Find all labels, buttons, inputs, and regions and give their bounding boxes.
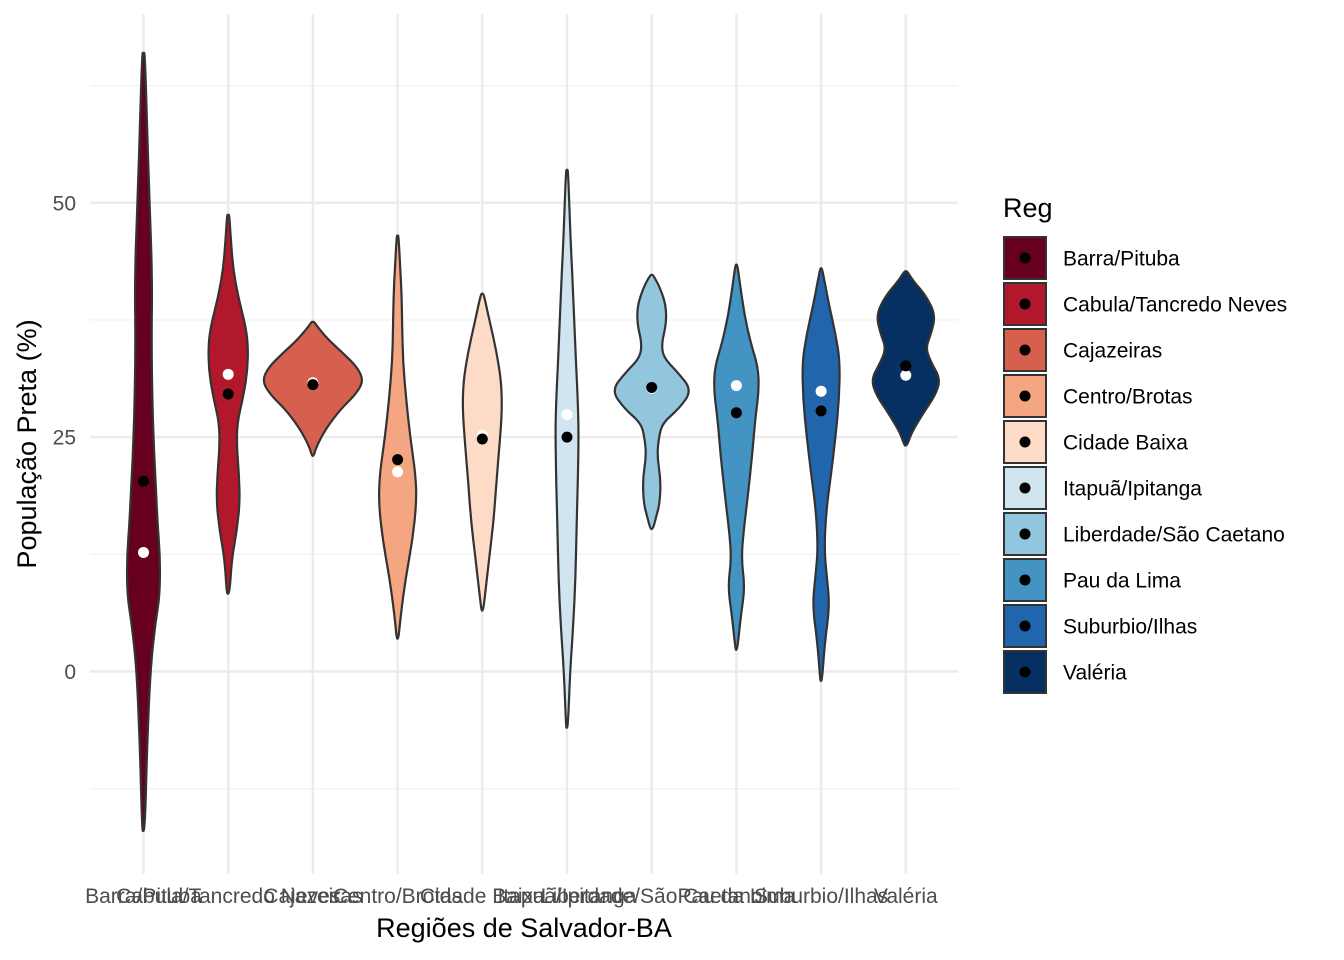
summary-points — [138, 360, 912, 558]
x-tick-label: Valéria — [874, 885, 938, 908]
legend-label: Barra/Pituba — [1063, 248, 1180, 271]
violin-7 — [613, 273, 690, 531]
median-point — [392, 454, 404, 466]
x-tick-label: Pau da Lima — [677, 885, 795, 908]
legend-label: Cabula/Tancredo Neves — [1063, 294, 1287, 317]
x-tick-label: Barra/Pituba — [85, 885, 202, 908]
legend-key-point — [1019, 666, 1031, 678]
median-point — [138, 475, 149, 487]
mean-point — [561, 409, 573, 421]
mean-point — [222, 368, 234, 380]
y-axis-title: População Preta (%) — [12, 319, 42, 568]
median-point — [646, 381, 658, 393]
median-point — [222, 388, 234, 400]
y-tick-label: 25 — [53, 427, 76, 450]
violin-9 — [801, 267, 841, 682]
x-axis-title: Regiões de Salvador-BA — [376, 913, 672, 943]
legend-title: Reg — [1003, 193, 1053, 223]
legend: Barra/Pituba Cabula/Tancredo Neves Cajazei… — [1003, 236, 1287, 694]
legend-key-point — [1019, 620, 1031, 632]
legend-label: Valéria — [1063, 662, 1127, 685]
legend-key-point — [1019, 574, 1031, 586]
violin-8 — [713, 263, 760, 652]
mean-point — [815, 385, 827, 397]
mean-point — [392, 466, 404, 478]
median-point — [476, 433, 488, 445]
violin-2 — [207, 213, 249, 595]
legend-label: Itapuã/Ipitanga — [1063, 478, 1202, 501]
median-point — [815, 405, 827, 417]
legend-key-point — [1019, 252, 1031, 264]
legend-key-point — [1019, 344, 1031, 356]
legend-label: Pau da Lima — [1063, 570, 1181, 593]
median-point — [900, 360, 912, 372]
violins — [125, 51, 940, 832]
legend-key-point — [1019, 482, 1031, 494]
x-tick-label: Cabula/Tancredo Neves — [116, 885, 340, 908]
violin-4 — [378, 234, 418, 640]
legend-label: Cajazeiras — [1063, 340, 1162, 363]
y-tick-label: 50 — [53, 192, 76, 215]
legend-key-point — [1019, 436, 1031, 448]
mean-point — [900, 369, 912, 381]
median-point — [730, 407, 742, 419]
x-tick-label: Cajazeiras — [263, 885, 362, 908]
violin-1 — [125, 51, 162, 832]
y-axis-ticks: 0 25 50 — [53, 192, 76, 684]
violin-6 — [554, 168, 580, 729]
legend-key-point — [1019, 390, 1031, 402]
mean-point — [138, 546, 149, 558]
x-tick-label: Liberdade/São Caetano — [541, 885, 763, 908]
x-tick-label: Cidade Baixa — [420, 885, 545, 908]
legend-key-point — [1019, 528, 1031, 540]
legend-label: Cidade Baixa — [1063, 432, 1188, 455]
x-tick-label: Itapuã/Ipitanga — [498, 885, 637, 908]
violin-10 — [871, 270, 940, 447]
mean-point — [730, 380, 742, 392]
median-point — [561, 431, 573, 443]
median-point — [307, 379, 319, 391]
x-tick-label: Centro/Brotas — [333, 885, 463, 908]
y-tick-label: 0 — [64, 661, 76, 684]
legend-label: Centro/Brotas — [1063, 386, 1193, 409]
violin-5 — [461, 292, 503, 612]
legend-label: Suburbio/Ilhas — [1063, 616, 1197, 639]
legend-label: Liberdade/São Caetano — [1063, 524, 1285, 547]
legend-key-point — [1019, 298, 1031, 310]
x-tick-label: Suburbio/Ilhas — [754, 885, 888, 908]
